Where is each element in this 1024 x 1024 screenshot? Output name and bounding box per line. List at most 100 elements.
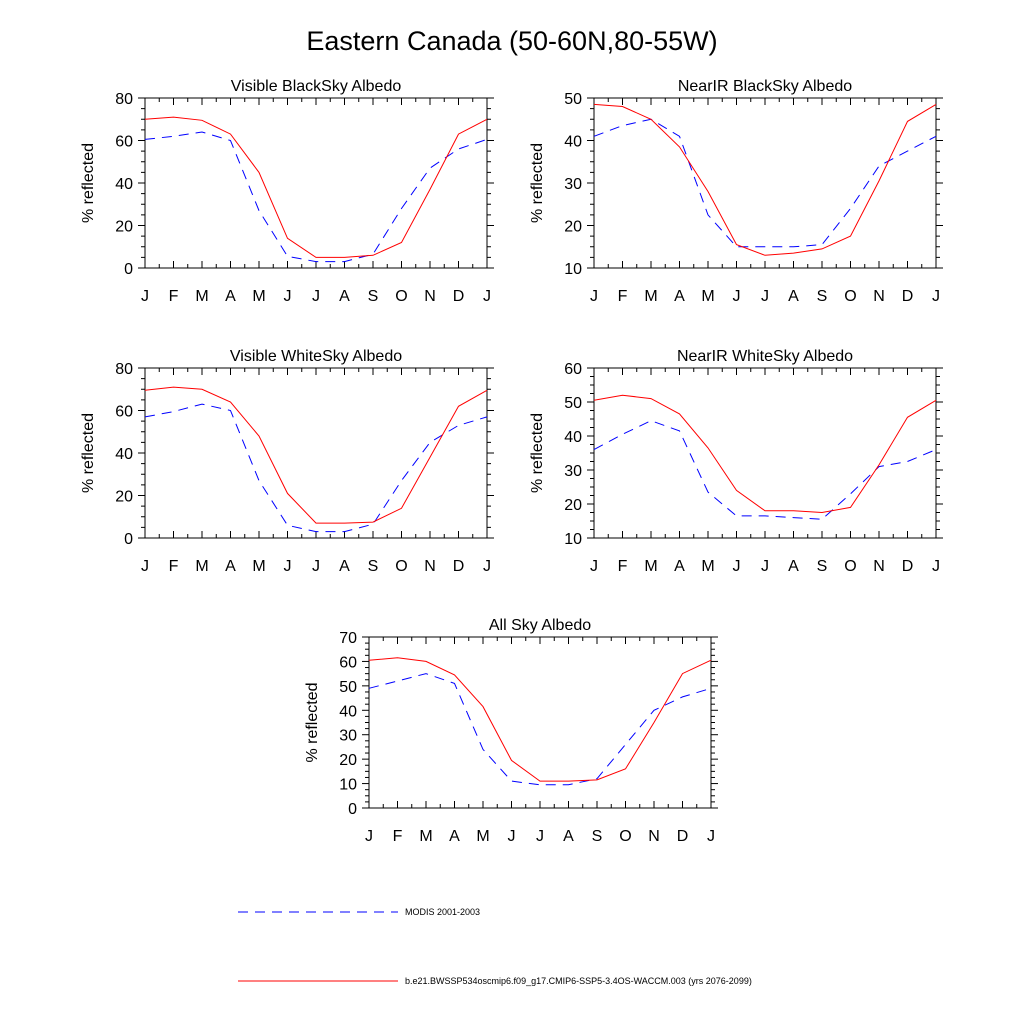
x-tick-label: J bbox=[365, 828, 373, 845]
x-tick-label: J bbox=[590, 558, 598, 575]
x-tick-label: S bbox=[817, 558, 828, 575]
x-tick-label: M bbox=[701, 558, 714, 575]
legend-label-modis: MODIS 2001-2003 bbox=[405, 907, 480, 917]
x-tick-label: J bbox=[707, 828, 715, 845]
x-tick-label: J bbox=[733, 288, 741, 305]
y-tick-label: 0 bbox=[348, 801, 357, 818]
x-tick-label: A bbox=[674, 558, 685, 575]
y-tick-label: 60 bbox=[115, 134, 133, 151]
x-tick-label: A bbox=[788, 558, 799, 575]
y-tick-label: 20 bbox=[564, 219, 582, 236]
x-tick-label: J bbox=[761, 558, 769, 575]
x-tick-label: M bbox=[252, 558, 265, 575]
y-tick-label: 30 bbox=[564, 176, 582, 193]
x-tick-label: D bbox=[453, 288, 465, 305]
x-tick-label: M bbox=[644, 288, 657, 305]
x-tick-label: M bbox=[419, 828, 432, 845]
legend: MODIS 2001-2003 b.e21.BWSSP534oscmip6.f0… bbox=[238, 907, 752, 986]
series-line-modis bbox=[144, 131, 488, 263]
x-tick-label: M bbox=[476, 828, 489, 845]
series-line-model bbox=[368, 657, 712, 782]
series-line-modis bbox=[593, 118, 937, 248]
y-tick-label: 60 bbox=[115, 404, 133, 421]
x-tick-label: A bbox=[788, 288, 799, 305]
y-tick-label: 30 bbox=[339, 728, 357, 745]
series-line-model bbox=[593, 394, 937, 514]
x-tick-label: A bbox=[674, 288, 685, 305]
y-tick-label: 70 bbox=[339, 630, 357, 647]
panel-title: NearIR WhiteSky Albedo bbox=[677, 348, 853, 365]
figure-title: Eastern Canada (50-60N,80-55W) bbox=[306, 26, 717, 56]
x-tick-label: S bbox=[368, 288, 379, 305]
series-line-model bbox=[144, 386, 488, 524]
y-tick-label: 40 bbox=[115, 176, 133, 193]
x-tick-label: J bbox=[761, 288, 769, 305]
x-tick-label: A bbox=[225, 558, 236, 575]
x-tick-label: S bbox=[368, 558, 379, 575]
x-tick-label: J bbox=[312, 288, 320, 305]
x-tick-label: A bbox=[339, 288, 350, 305]
y-tick-label: 50 bbox=[339, 679, 357, 696]
plot-frame bbox=[144, 97, 488, 269]
y-tick-label: 10 bbox=[564, 531, 582, 548]
y-tick-label: 40 bbox=[339, 703, 357, 720]
y-tick-label: 60 bbox=[339, 654, 357, 671]
x-tick-label: J bbox=[508, 828, 516, 845]
x-tick-label: F bbox=[618, 558, 628, 575]
series-line-model bbox=[144, 116, 488, 258]
x-tick-label: D bbox=[677, 828, 689, 845]
x-tick-label: J bbox=[590, 288, 598, 305]
x-tick-label: M bbox=[195, 558, 208, 575]
x-tick-label: D bbox=[902, 288, 914, 305]
x-tick-label: J bbox=[284, 288, 292, 305]
y-tick-label: 50 bbox=[564, 395, 582, 412]
series-line-modis bbox=[593, 420, 937, 520]
x-tick-label: O bbox=[844, 558, 856, 575]
y-tick-label: 40 bbox=[115, 446, 133, 463]
x-tick-label: J bbox=[932, 558, 940, 575]
series-line-model bbox=[593, 103, 937, 256]
x-tick-label: A bbox=[339, 558, 350, 575]
x-tick-label: F bbox=[169, 558, 179, 575]
x-tick-label: S bbox=[817, 288, 828, 305]
x-tick-label: D bbox=[902, 558, 914, 575]
y-tick-label: 40 bbox=[564, 429, 582, 446]
series-line-modis bbox=[144, 403, 488, 533]
x-tick-label: N bbox=[873, 288, 885, 305]
x-tick-label: J bbox=[141, 288, 149, 305]
y-tick-label: 30 bbox=[564, 463, 582, 480]
y-tick-label: 50 bbox=[564, 91, 582, 108]
legend-label-model: b.e21.BWSSP534oscmip6.f09_g17.CMIP6-SSP5… bbox=[405, 976, 752, 986]
plot-frame bbox=[368, 636, 712, 809]
x-tick-label: J bbox=[932, 288, 940, 305]
x-tick-label: J bbox=[483, 288, 491, 305]
x-tick-label: S bbox=[592, 828, 603, 845]
panel-title: All Sky Albedo bbox=[489, 617, 591, 634]
x-tick-label: J bbox=[483, 558, 491, 575]
y-tick-label: 20 bbox=[564, 497, 582, 514]
x-tick-label: F bbox=[169, 288, 179, 305]
y-tick-label: 40 bbox=[564, 134, 582, 151]
x-tick-label: F bbox=[393, 828, 403, 845]
x-tick-label: J bbox=[312, 558, 320, 575]
y-axis-label: % reflected bbox=[529, 413, 546, 493]
plot-frame bbox=[144, 367, 488, 539]
x-tick-label: J bbox=[536, 828, 544, 845]
y-tick-label: 20 bbox=[339, 752, 357, 769]
y-tick-label: 0 bbox=[124, 531, 133, 548]
x-tick-label: N bbox=[648, 828, 660, 845]
x-tick-label: J bbox=[141, 558, 149, 575]
x-tick-label: O bbox=[844, 288, 856, 305]
y-tick-label: 10 bbox=[339, 777, 357, 794]
x-tick-label: D bbox=[453, 558, 465, 575]
panel-title: Visible BlackSky Albedo bbox=[231, 78, 402, 95]
x-tick-label: M bbox=[252, 288, 265, 305]
plot-frame bbox=[593, 367, 937, 539]
x-tick-label: F bbox=[618, 288, 628, 305]
